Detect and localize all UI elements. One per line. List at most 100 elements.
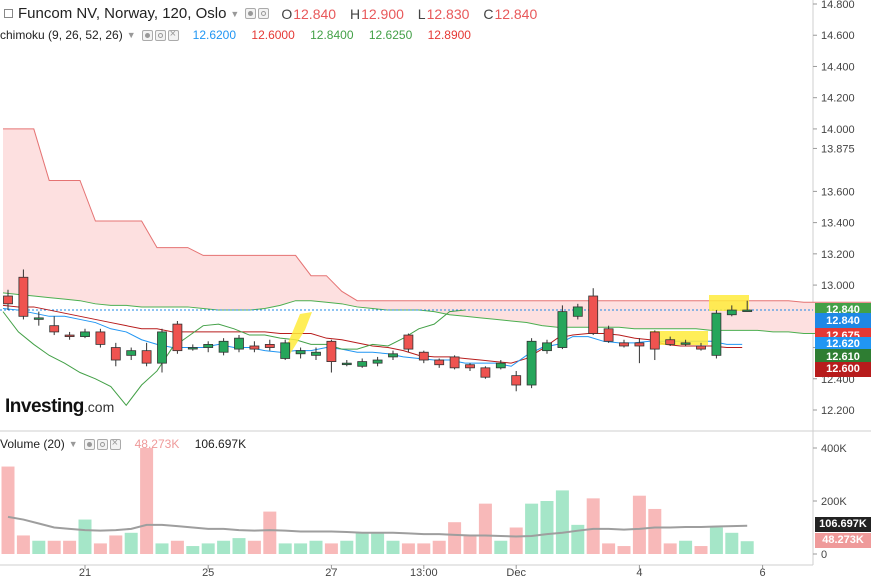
volume-bar xyxy=(509,527,523,554)
candle-body xyxy=(634,342,645,347)
candle-body xyxy=(110,347,121,361)
volume-bar xyxy=(401,543,415,554)
volume-badge: 106.697K xyxy=(815,516,871,532)
kumo-cloud xyxy=(3,128,871,336)
volume-bar xyxy=(448,522,462,554)
volume-label[interactable]: Volume (20) xyxy=(0,437,65,451)
candle-body xyxy=(203,344,214,348)
candle-body xyxy=(388,353,398,358)
visibility-icon[interactable] xyxy=(245,8,257,19)
volume-tick-label: 200K xyxy=(821,496,847,508)
main-series-legend: Funcom NV, Norway, 120, Oslo ▼ O12.840 H… xyxy=(4,5,547,22)
collapse-icon[interactable] xyxy=(4,9,13,18)
volume-bar xyxy=(340,540,354,554)
volume-legend: Volume (20) ▼ 48.273K 106.697K xyxy=(0,437,247,452)
logo-tail: .com xyxy=(83,399,115,415)
volume-tick-label: 400K xyxy=(821,443,847,455)
candle-body xyxy=(588,295,599,334)
volume-bar xyxy=(371,532,385,554)
visibility-icon[interactable] xyxy=(141,29,153,41)
candle-body xyxy=(680,342,691,345)
time-tick-label: 13:00 xyxy=(410,567,438,576)
volume-bar xyxy=(478,503,492,554)
volume-bar xyxy=(140,448,154,554)
candle-body xyxy=(480,367,491,378)
settings-icon[interactable] xyxy=(154,29,166,41)
close-icon[interactable] xyxy=(167,28,179,41)
candle-body xyxy=(357,361,368,367)
close-icon[interactable] xyxy=(109,437,121,450)
volume-bar xyxy=(632,495,646,554)
low-key: L xyxy=(417,5,426,22)
volume-bar xyxy=(63,540,77,554)
volume-bar xyxy=(278,543,292,554)
ichimoku-label[interactable]: chimoku (9, 26, 52, 26) xyxy=(0,28,123,42)
settings-icon[interactable] xyxy=(96,438,108,450)
span-a-value: 12.6250 xyxy=(368,28,413,42)
highlight-marker xyxy=(709,295,749,311)
investing-logo: Investing .com xyxy=(5,396,114,418)
tenkan-value: 12.6200 xyxy=(192,28,237,42)
candle-body xyxy=(726,309,737,316)
volume-bar xyxy=(155,543,169,554)
volume-bar xyxy=(602,543,616,554)
volume-bar xyxy=(32,540,46,554)
candle-body xyxy=(511,375,522,386)
candle-body xyxy=(665,339,676,345)
volume-badge: 48.273K xyxy=(815,532,871,548)
candle-body xyxy=(234,337,244,350)
candle-body xyxy=(280,342,291,359)
senkou-span-a-line xyxy=(2,292,871,336)
volume-bar xyxy=(16,535,30,554)
senkou-span-b-line xyxy=(3,128,871,303)
candle-body xyxy=(465,364,475,369)
time-tick-label: 21 xyxy=(79,567,91,576)
logo-bold: Investing xyxy=(5,396,84,417)
candle-body xyxy=(434,359,445,366)
volume-bar xyxy=(525,503,539,554)
volume-bar xyxy=(540,501,554,554)
candle-body xyxy=(557,311,568,348)
volume-bar xyxy=(555,490,569,554)
span-b-value: 12.8900 xyxy=(427,28,471,42)
volume-bar xyxy=(294,543,308,554)
price-badge: 12.610 xyxy=(815,349,871,365)
volume-bar xyxy=(109,535,123,554)
volume-bar xyxy=(324,543,338,554)
candle-body xyxy=(141,350,152,364)
candle-body xyxy=(649,331,660,350)
lagging-value: 12.8400 xyxy=(310,28,354,42)
price-badge: 12.840 xyxy=(815,313,871,329)
chevron-down-icon[interactable]: ▼ xyxy=(230,8,240,19)
candle-body xyxy=(711,312,722,356)
high-value: 12.900 xyxy=(361,5,404,22)
candle-body xyxy=(126,350,137,356)
ichimoku-values: 12.6200 12.6000 12.8400 12.6250 12.8900 xyxy=(181,28,471,42)
highlight-marker xyxy=(650,331,708,345)
symbol-title[interactable]: Funcom NV, Norway, 120, Oslo xyxy=(18,5,227,22)
candle-body xyxy=(696,345,706,350)
time-tick-label: 25 xyxy=(202,567,214,576)
price-badge: 12.620 xyxy=(815,336,871,352)
candle-body xyxy=(33,317,44,320)
volume-bar xyxy=(170,540,184,554)
highlight-marker xyxy=(285,312,312,354)
candle-body xyxy=(80,331,90,338)
volume-bar xyxy=(247,540,261,554)
chevron-down-icon[interactable]: ▼ xyxy=(126,30,136,40)
close-key: C xyxy=(483,5,494,22)
candle-body xyxy=(572,306,583,317)
candle-body xyxy=(172,323,183,352)
visibility-icon[interactable] xyxy=(83,438,95,450)
chevron-down-icon[interactable]: ▼ xyxy=(68,439,78,449)
settings-icon[interactable] xyxy=(258,8,270,19)
candle-body xyxy=(64,334,75,338)
open-key: O xyxy=(281,5,293,22)
volume-bar xyxy=(93,543,107,554)
time-tick-label: 27 xyxy=(325,567,337,576)
tenkan-sen-line xyxy=(2,308,743,367)
volume-bar xyxy=(617,546,631,554)
volume-tick-label: 0 xyxy=(821,549,827,561)
volume-ma-value: 106.697K xyxy=(194,437,247,451)
